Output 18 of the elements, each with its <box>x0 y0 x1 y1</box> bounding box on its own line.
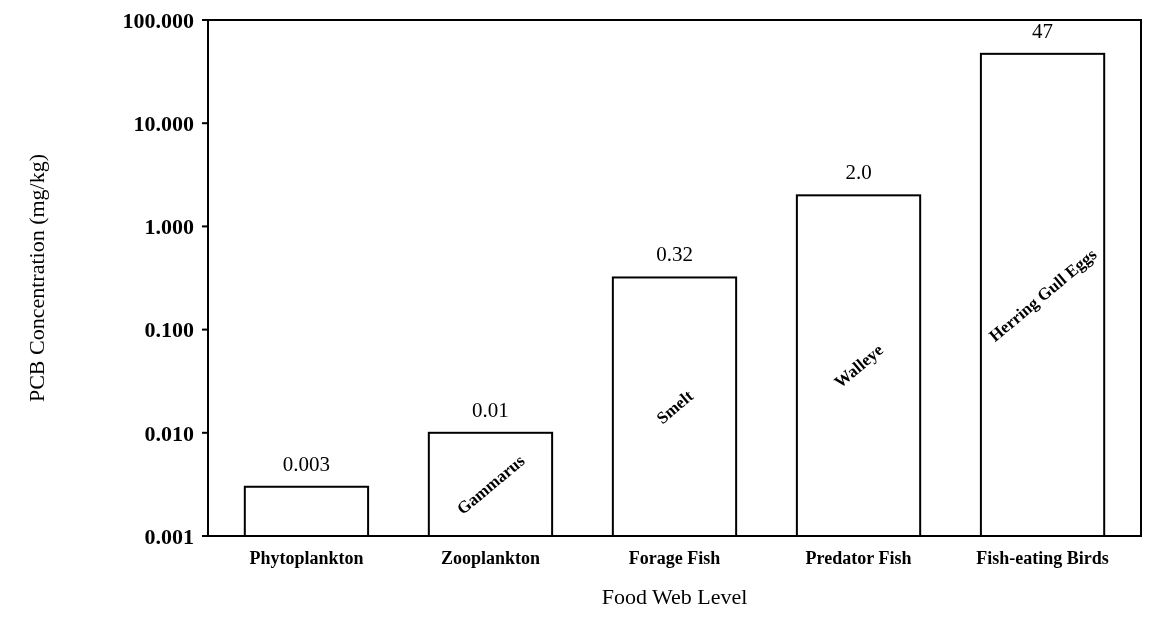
x-tick-label: Forage Fish <box>628 548 721 568</box>
data-label: 0.01 <box>472 397 509 422</box>
data-label: 0.32 <box>656 242 693 267</box>
x-tick-label: Predator Fish <box>805 548 912 568</box>
x-tick-label: Phytoplankton <box>249 548 364 568</box>
y-tick-label: 10.000 <box>133 110 194 136</box>
y-tick-label: 0.001 <box>144 523 194 549</box>
x-axis-title: Food Web Level <box>601 584 748 609</box>
y-axis-title: PCB Concentration (mg/kg) <box>23 153 49 403</box>
data-label: 2.0 <box>845 160 872 185</box>
y-tick-label: 1.000 <box>144 214 194 240</box>
y-tick-label: 0.100 <box>144 317 194 343</box>
y-tick-label: 0.010 <box>144 420 194 446</box>
x-tick-label: Zooplankton <box>440 548 540 568</box>
data-label: 47 <box>1032 18 1054 43</box>
y-tick-label: 100.000 <box>122 7 194 33</box>
x-tick-label: Fish-eating Birds <box>976 548 1109 568</box>
data-label: 0.003 <box>282 451 331 476</box>
